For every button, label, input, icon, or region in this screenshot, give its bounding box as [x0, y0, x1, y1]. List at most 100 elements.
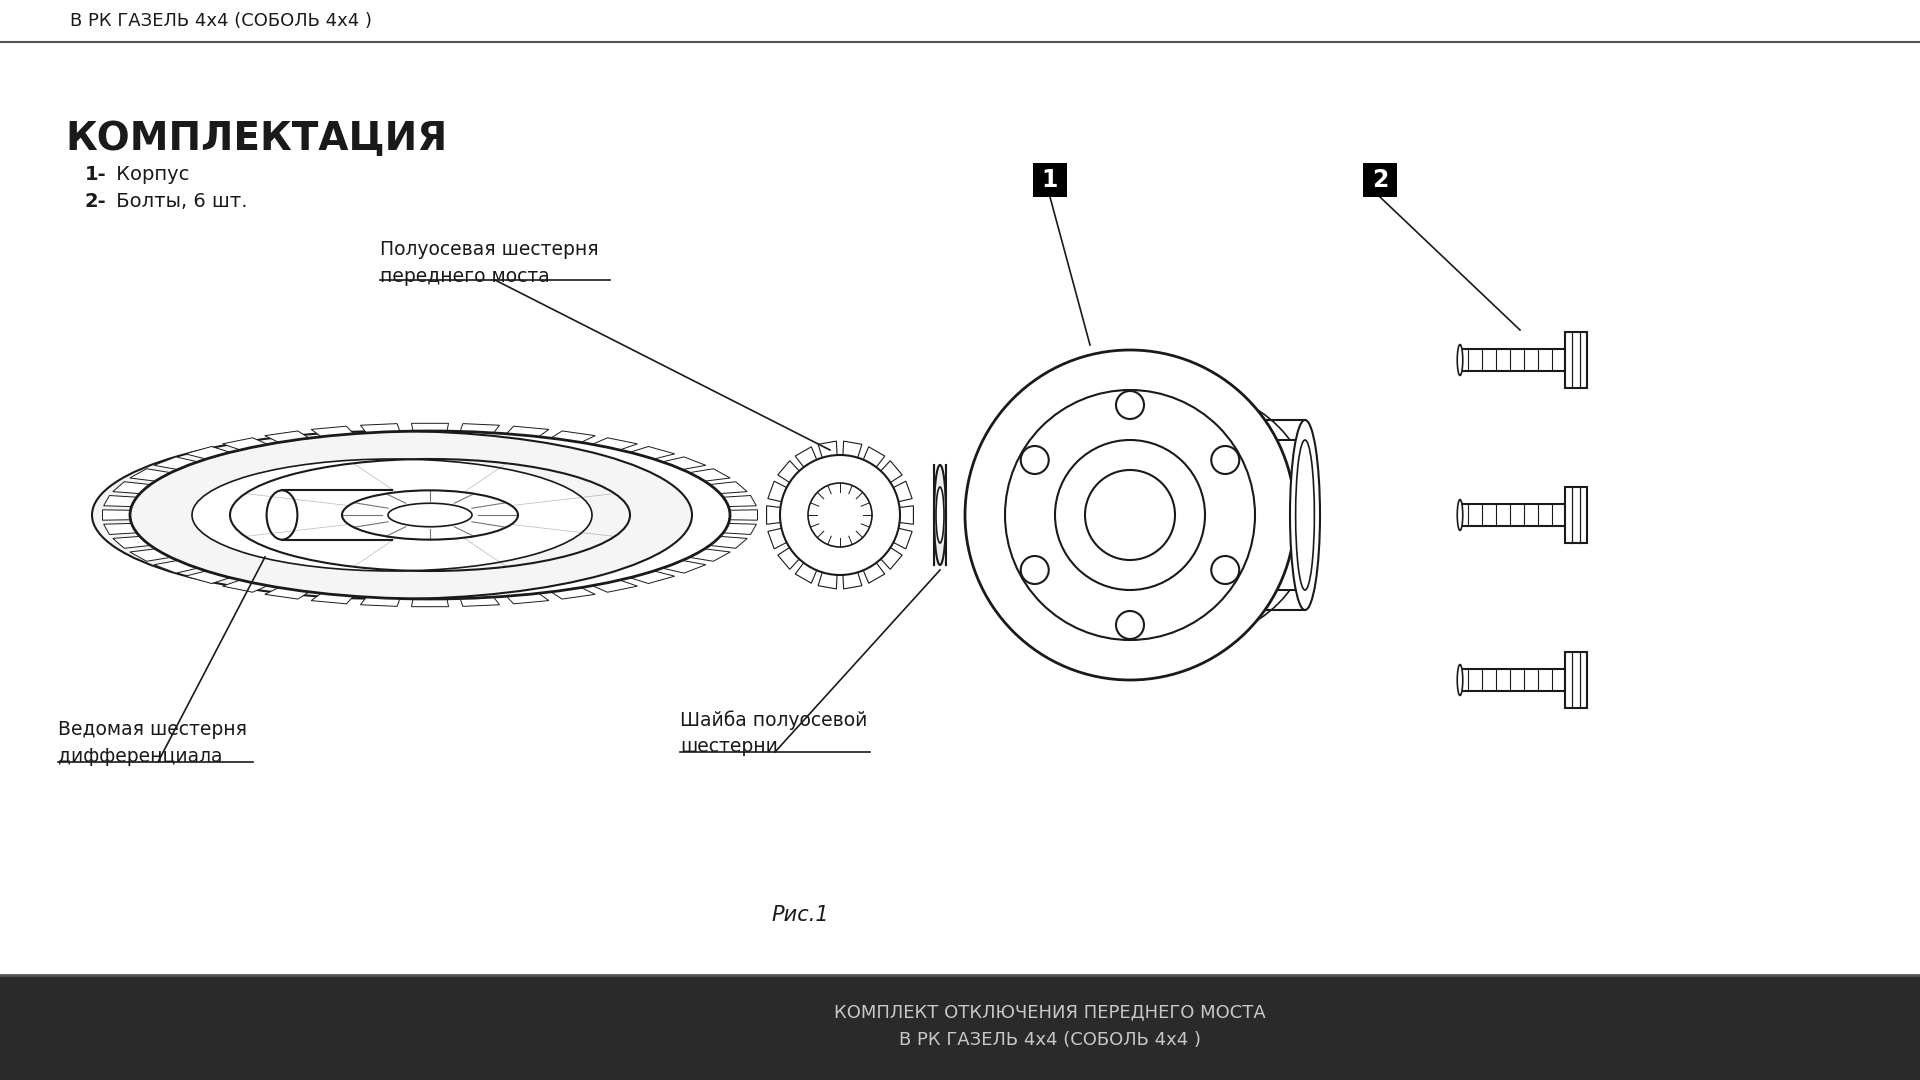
Text: 2: 2: [1371, 168, 1388, 192]
Polygon shape: [630, 571, 674, 583]
Bar: [1363, 163, 1398, 197]
Polygon shape: [104, 496, 136, 507]
Polygon shape: [223, 580, 267, 592]
Ellipse shape: [267, 490, 298, 540]
Polygon shape: [724, 524, 756, 535]
Polygon shape: [768, 482, 787, 502]
Ellipse shape: [92, 431, 691, 599]
Polygon shape: [795, 563, 816, 583]
Polygon shape: [186, 571, 230, 583]
Polygon shape: [662, 561, 707, 573]
Polygon shape: [113, 537, 150, 549]
Ellipse shape: [388, 503, 472, 527]
Circle shape: [1021, 556, 1048, 584]
Circle shape: [1116, 611, 1144, 639]
Polygon shape: [766, 505, 780, 524]
Bar: [1131, 441, 1304, 589]
Bar: [1459, 504, 1565, 526]
Text: Шайба полуосевой
шестерни: Шайба полуосевой шестерни: [680, 710, 868, 756]
Ellipse shape: [1296, 440, 1315, 590]
Polygon shape: [768, 528, 787, 549]
Polygon shape: [864, 447, 885, 468]
Polygon shape: [461, 423, 499, 433]
Polygon shape: [730, 510, 758, 521]
Bar: [0, 0, 1920, 42]
Ellipse shape: [192, 459, 591, 571]
Bar: [1459, 669, 1565, 691]
Polygon shape: [818, 441, 837, 458]
Polygon shape: [689, 469, 730, 482]
Polygon shape: [843, 572, 862, 589]
Text: В РК ГАЗЕЛЬ 4x4 (СОБОЛЬ 4x4 ): В РК ГАЗЕЛЬ 4x4 (СОБОЛЬ 4x4 ): [899, 1031, 1202, 1049]
Bar: [0, 42, 1920, 975]
Bar: [1565, 652, 1588, 708]
Polygon shape: [843, 441, 862, 458]
Polygon shape: [778, 461, 799, 483]
Polygon shape: [662, 457, 707, 470]
Ellipse shape: [342, 490, 518, 540]
Circle shape: [808, 483, 872, 546]
Polygon shape: [507, 427, 549, 436]
Polygon shape: [864, 563, 885, 583]
Polygon shape: [893, 482, 912, 502]
Ellipse shape: [1290, 420, 1321, 610]
Bar: [1131, 440, 1306, 590]
Polygon shape: [818, 572, 837, 589]
Ellipse shape: [933, 465, 947, 565]
Polygon shape: [593, 437, 637, 450]
Polygon shape: [881, 461, 902, 483]
Polygon shape: [507, 593, 549, 604]
Polygon shape: [710, 537, 747, 549]
Polygon shape: [795, 447, 816, 468]
Polygon shape: [461, 597, 499, 606]
Text: 1-: 1-: [84, 165, 108, 184]
Polygon shape: [131, 469, 171, 482]
Circle shape: [1066, 390, 1315, 640]
Polygon shape: [593, 580, 637, 592]
Polygon shape: [881, 548, 902, 569]
Ellipse shape: [1457, 500, 1463, 530]
Ellipse shape: [1457, 664, 1463, 696]
Circle shape: [1054, 440, 1206, 590]
Text: Полуосевая шестерня
переднего моста: Полуосевая шестерня переднего моста: [380, 240, 599, 285]
Ellipse shape: [1457, 345, 1463, 376]
Text: 1: 1: [1043, 168, 1058, 192]
Bar: [1565, 332, 1588, 388]
Polygon shape: [411, 423, 449, 431]
Polygon shape: [223, 437, 267, 450]
Text: Болты, 6 шт.: Болты, 6 шт.: [109, 192, 248, 211]
Text: Корпус: Корпус: [109, 165, 190, 184]
Polygon shape: [724, 496, 756, 507]
Circle shape: [1123, 447, 1258, 582]
Polygon shape: [689, 549, 730, 562]
Circle shape: [1116, 391, 1144, 419]
Bar: [0, 975, 1920, 1080]
Circle shape: [966, 350, 1294, 680]
Polygon shape: [630, 446, 674, 459]
Ellipse shape: [937, 487, 945, 543]
Polygon shape: [551, 588, 595, 599]
Bar: [1033, 163, 1068, 197]
Circle shape: [780, 455, 900, 575]
Circle shape: [1212, 446, 1238, 474]
Polygon shape: [154, 561, 198, 573]
Circle shape: [1085, 470, 1175, 561]
Polygon shape: [113, 482, 150, 494]
Circle shape: [1004, 390, 1256, 640]
Polygon shape: [551, 431, 595, 443]
Polygon shape: [900, 505, 914, 524]
Polygon shape: [102, 510, 131, 521]
Polygon shape: [265, 431, 309, 443]
Text: КОМПЛЕКТ ОТКЛЮЧЕНИЯ ПЕРЕДНЕГО МОСТА: КОМПЛЕКТ ОТКЛЮЧЕНИЯ ПЕРЕДНЕГО МОСТА: [833, 1003, 1265, 1021]
Polygon shape: [361, 597, 399, 606]
Text: КОМПЛЕКТАЦИЯ: КОМПЛЕКТАЦИЯ: [65, 120, 447, 158]
Text: В РК ГАЗЕЛЬ 4x4 (СОБОЛЬ 4x4 ): В РК ГАЗЕЛЬ 4x4 (СОБОЛЬ 4x4 ): [69, 12, 372, 30]
Polygon shape: [778, 548, 799, 569]
Circle shape: [1021, 446, 1048, 474]
Polygon shape: [186, 446, 230, 459]
Polygon shape: [311, 427, 353, 436]
Circle shape: [1212, 556, 1238, 584]
Polygon shape: [265, 588, 309, 599]
Polygon shape: [361, 423, 399, 433]
Polygon shape: [710, 482, 747, 494]
